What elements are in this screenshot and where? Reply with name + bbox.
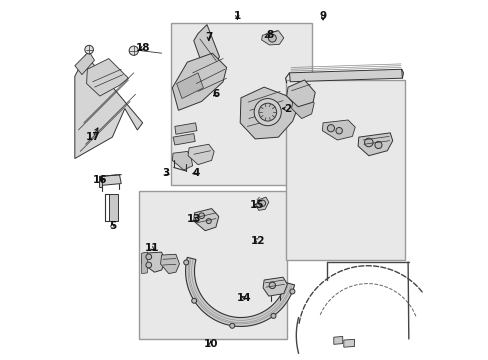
Polygon shape <box>99 176 102 187</box>
Polygon shape <box>263 277 287 296</box>
Circle shape <box>326 125 334 132</box>
Polygon shape <box>172 152 192 170</box>
Bar <box>285 80 405 260</box>
Text: 11: 11 <box>144 243 159 253</box>
Text: 3: 3 <box>162 168 169 178</box>
Text: 6: 6 <box>212 89 219 99</box>
Polygon shape <box>291 94 313 118</box>
Circle shape <box>254 99 281 126</box>
Text: 1: 1 <box>233 11 241 21</box>
Polygon shape <box>108 194 118 221</box>
Polygon shape <box>75 55 142 158</box>
Circle shape <box>145 262 151 268</box>
Circle shape <box>258 103 276 121</box>
Polygon shape <box>173 134 195 145</box>
Circle shape <box>229 323 234 328</box>
Text: 8: 8 <box>265 30 273 40</box>
Polygon shape <box>343 339 354 347</box>
Text: 12: 12 <box>250 236 265 246</box>
Polygon shape <box>188 144 214 165</box>
Polygon shape <box>240 87 297 139</box>
Polygon shape <box>86 59 128 96</box>
Polygon shape <box>185 257 294 327</box>
Circle shape <box>374 141 381 149</box>
Text: 18: 18 <box>135 43 150 53</box>
Circle shape <box>183 260 188 265</box>
Polygon shape <box>357 133 392 156</box>
Polygon shape <box>175 123 197 134</box>
Polygon shape <box>142 252 165 272</box>
Text: 2: 2 <box>283 104 290 113</box>
Polygon shape <box>75 51 94 75</box>
Polygon shape <box>160 254 179 274</box>
Polygon shape <box>333 337 342 344</box>
Text: 15: 15 <box>249 200 264 210</box>
Text: 5: 5 <box>108 221 116 231</box>
Circle shape <box>268 34 276 42</box>
Bar <box>171 23 312 185</box>
Bar <box>139 191 287 339</box>
Circle shape <box>198 213 204 219</box>
Polygon shape <box>322 120 354 140</box>
Polygon shape <box>193 208 218 231</box>
Polygon shape <box>176 73 203 99</box>
Text: 14: 14 <box>237 293 251 303</box>
Circle shape <box>268 282 275 289</box>
Text: 9: 9 <box>319 11 326 21</box>
Text: 16: 16 <box>92 175 107 185</box>
Circle shape <box>270 314 275 318</box>
Polygon shape <box>261 31 283 45</box>
Polygon shape <box>142 252 147 274</box>
Circle shape <box>129 46 138 55</box>
Polygon shape <box>193 24 219 65</box>
Polygon shape <box>286 80 315 107</box>
Circle shape <box>191 298 196 303</box>
Polygon shape <box>100 175 121 185</box>
Circle shape <box>364 138 372 147</box>
Circle shape <box>84 45 93 54</box>
Polygon shape <box>255 197 268 210</box>
Text: 10: 10 <box>203 339 217 349</box>
Text: 4: 4 <box>192 168 200 178</box>
Text: 17: 17 <box>85 132 100 142</box>
Circle shape <box>335 127 342 134</box>
Polygon shape <box>172 53 226 111</box>
Text: 7: 7 <box>204 32 212 42</box>
Circle shape <box>259 200 265 206</box>
Polygon shape <box>289 69 402 82</box>
Text: 13: 13 <box>187 214 202 224</box>
Circle shape <box>145 254 151 260</box>
Circle shape <box>206 219 211 224</box>
Circle shape <box>289 289 294 294</box>
